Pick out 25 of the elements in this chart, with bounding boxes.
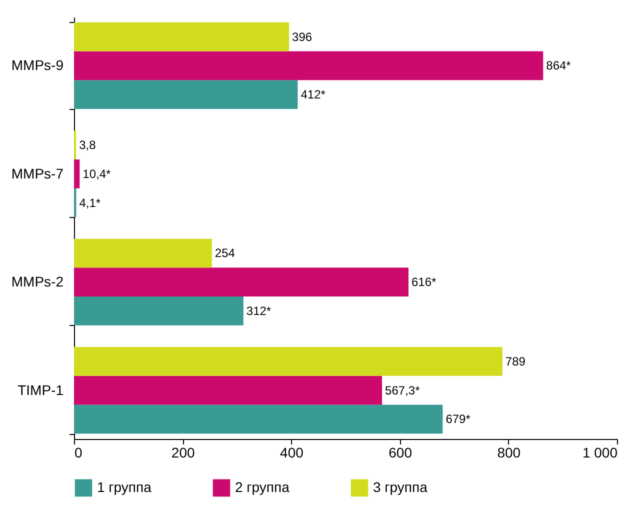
- data-label: 864*: [546, 58, 572, 73]
- data-label: 10,4*: [82, 166, 112, 181]
- data-label: 789: [505, 354, 526, 368]
- x-tick-label: 200: [171, 444, 195, 460]
- data-label: 567,3*: [385, 383, 420, 398]
- data-label: 254: [214, 246, 236, 260]
- data-label: 616*: [411, 275, 437, 290]
- legend-label: 2 группа: [235, 478, 290, 495]
- data-label: 3,8: [79, 138, 96, 152]
- y-tick-label: TIMP-1: [18, 382, 64, 398]
- x-tick-label: 600: [388, 444, 412, 460]
- data-label: 4,1*: [79, 196, 101, 210]
- data-label: 312*: [246, 304, 272, 318]
- x-tick-label: 0: [74, 444, 82, 460]
- data-label: 679*: [446, 412, 471, 426]
- legend-label: 1 группа: [97, 478, 152, 495]
- legend-label: 3 группа: [373, 478, 428, 495]
- x-tick-label: 1 000: [582, 444, 618, 460]
- data-label: 396: [292, 30, 312, 44]
- y-tick-label: MMPs-9: [11, 57, 64, 74]
- y-tick-label: MMPs-7: [11, 165, 64, 182]
- x-tick-label: 400: [280, 444, 304, 460]
- x-tick-label: 800: [497, 444, 521, 460]
- data-label: 412*: [300, 88, 326, 102]
- y-tick-label: MMPs-2: [11, 274, 64, 290]
